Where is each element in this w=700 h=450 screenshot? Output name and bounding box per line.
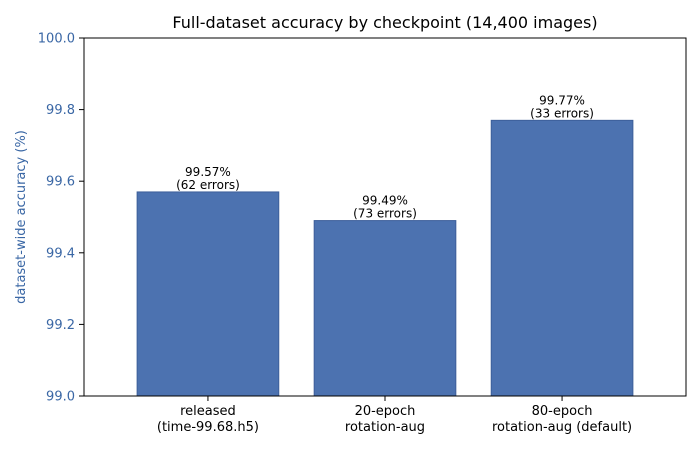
plot-area: 99.0 99.2 99.4 99.6 99.8 100.0 99.57%(62 error… <box>38 32 687 435</box>
y-tick-label: 99.2 <box>46 318 75 333</box>
y-tick-label: 99.4 <box>46 246 75 261</box>
bar <box>136 191 280 397</box>
x-tick-label: (time-99.68.h5) <box>157 420 259 435</box>
y-axis-label: dataset-wide accuracy (%) <box>14 130 29 304</box>
bar-data-label: 99.49% <box>362 194 408 208</box>
bar-data-label: (73 errors) <box>353 207 417 221</box>
bar-data-label: 99.77% <box>539 93 585 107</box>
y-tick-label: 100.0 <box>38 32 75 47</box>
y-tick-label: 99.8 <box>46 103 75 118</box>
x-tick-label: 20-epoch <box>355 404 416 419</box>
y-tick-label: 99.0 <box>46 390 75 405</box>
x-tick-label: rotation-aug (default) <box>492 420 632 435</box>
bar <box>490 119 634 397</box>
y-tick-label: 99.6 <box>46 175 75 190</box>
x-tick-label: 80-epoch <box>532 404 593 419</box>
x-tick-label: rotation-aug <box>345 420 425 435</box>
axes-frame <box>83 37 687 397</box>
bar <box>313 220 457 397</box>
bar-data-label: 99.57% <box>185 165 231 179</box>
bar-data-label: (33 errors) <box>530 106 594 120</box>
chart-title: Full-dataset accuracy by checkpoint (14,… <box>172 13 597 32</box>
x-tick-label: released <box>180 404 236 419</box>
bar-data-label: (62 errors) <box>176 178 240 192</box>
